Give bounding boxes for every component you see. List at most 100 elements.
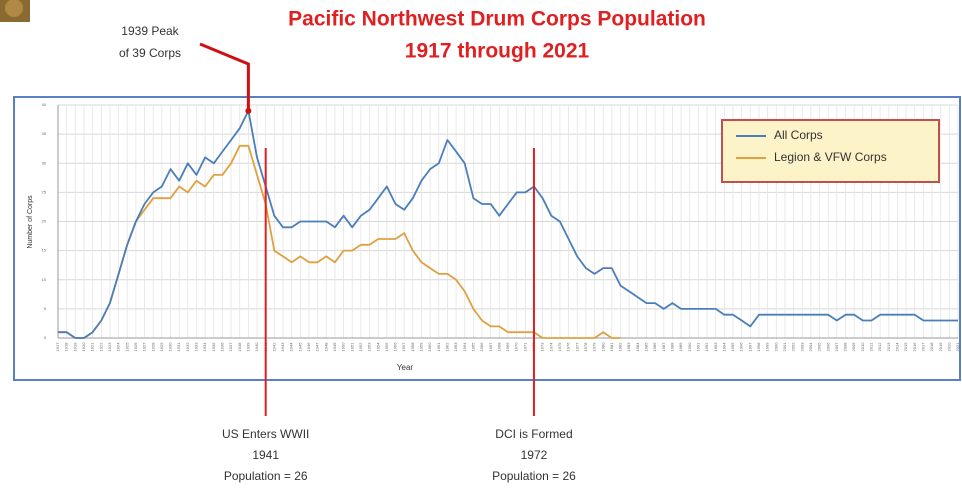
x-tick-label: 1974 [548, 342, 553, 352]
annotation-text: Population = 26 [224, 469, 308, 483]
x-tick-label: 1936 [219, 342, 224, 352]
x-tick-label: 2003 [799, 342, 804, 352]
x-tick-label: 1933 [194, 342, 199, 352]
x-axis-label: Year [397, 363, 414, 372]
x-tick-label: 1952 [358, 342, 363, 352]
x-tick-label: 1954 [375, 342, 380, 352]
annotation-text: 1972 [521, 448, 548, 462]
x-tick-label: 1978 [583, 342, 588, 352]
x-tick-label: 1982 [618, 342, 623, 352]
x-tick-label: 2016 [912, 342, 917, 352]
x-tick-label: 1987 [661, 342, 666, 352]
legend-label: Legion & VFW Corps [774, 150, 887, 164]
x-tick-label: 1989 [678, 342, 683, 352]
x-tick-label: 1926 [133, 342, 138, 352]
x-tick-label: 1984 [635, 342, 640, 352]
x-tick-label: 1928 [150, 342, 155, 352]
annotation-text: DCI is Formed [495, 427, 572, 441]
legend-label: All Corps [774, 128, 823, 142]
x-tick-label: 1960 [427, 342, 432, 352]
annotation-text: of 39 Corps [119, 46, 181, 60]
x-tick-label: 1938 [237, 342, 242, 352]
x-tick-label: 1948 [323, 342, 328, 352]
x-tick-label: 2021 [955, 342, 960, 352]
x-tick-label: 1991 [695, 342, 700, 352]
x-tick-label: 1990 [687, 342, 692, 352]
x-tick-label: 1956 [393, 342, 398, 352]
x-tick-label: 1981 [609, 342, 614, 352]
peak-marker [245, 107, 252, 114]
x-tick-label: 1969 [505, 342, 510, 352]
annotation-leader [199, 42, 250, 111]
y-tick-label: 25 [42, 189, 47, 194]
x-tick-label: 1965 [470, 342, 475, 352]
y-tick-label: 5 [44, 306, 47, 311]
y-tick-label: 30 [42, 160, 47, 165]
x-tick-label: 1953 [367, 342, 372, 352]
x-tick-label: 1973 [540, 342, 545, 352]
x-tick-label: 1924 [116, 342, 121, 352]
x-tick-label: 1927 [142, 342, 147, 352]
chart-title: Pacific Northwest Drum Corps Population [288, 8, 706, 31]
x-tick-label: 1920 [81, 342, 86, 352]
x-tick-label: 1958 [410, 342, 415, 352]
x-tick-label: 1988 [669, 342, 674, 352]
x-tick-label: 2006 [825, 342, 830, 352]
x-tick-label: 1939 [245, 342, 250, 352]
x-tick-label: 2020 [946, 342, 951, 352]
x-tick-label: 1918 [64, 342, 69, 352]
x-tick-label: 1932 [185, 342, 190, 352]
x-tick-label: 1955 [384, 342, 389, 352]
x-tick-label: 2012 [877, 342, 882, 352]
coin-icon [0, 0, 30, 22]
x-tick-label: 1950 [341, 342, 346, 352]
annotation-text: 1941 [252, 448, 279, 462]
y-tick-label: 35 [42, 131, 47, 136]
x-tick-label: 2009 [851, 342, 856, 352]
y-tick-label: 15 [42, 248, 47, 253]
y-axis-label: Number of Corps [27, 195, 34, 249]
x-tick-label: 1996 [739, 342, 744, 352]
x-tick-label: 1934 [202, 342, 207, 352]
x-tick-label: 1997 [747, 342, 752, 352]
x-tick-label: 1966 [479, 342, 484, 352]
annotation-text: US Enters WWII [222, 427, 309, 441]
series-line [58, 109, 958, 339]
x-tick-label: 1942 [271, 342, 276, 352]
x-tick-label: 1949 [332, 342, 337, 352]
x-tick-label: 1998 [756, 342, 761, 352]
y-tick-label: 0 [44, 335, 47, 340]
x-tick-label: 1947 [315, 342, 320, 352]
x-tick-label: 2018 [929, 342, 934, 352]
x-tick-label: 1922 [98, 342, 103, 352]
x-tick-label: 1929 [159, 342, 164, 352]
annotation-text: Population = 26 [492, 469, 576, 483]
x-tick-label: 2007 [834, 342, 839, 352]
x-tick-label: 1963 [453, 342, 458, 352]
x-tick-label: 1968 [496, 342, 501, 352]
x-tick-label: 1983 [626, 342, 631, 352]
x-tick-label: 1930 [168, 342, 173, 352]
x-tick-label: 1999 [765, 342, 770, 352]
x-tick-label: 1962 [444, 342, 449, 352]
x-tick-label: 1945 [297, 342, 302, 352]
x-tick-label: 1979 [592, 342, 597, 352]
x-tick-label: 2013 [886, 342, 891, 352]
x-tick-label: 1970 [514, 342, 519, 352]
series-line [58, 144, 621, 339]
x-tick-label: 2010 [860, 342, 865, 352]
x-tick-label: 1931 [176, 342, 181, 352]
x-tick-label: 1935 [211, 342, 216, 352]
chart-subtitle: 1917 through 2021 [405, 40, 590, 63]
x-tick-label: 2019 [938, 342, 943, 352]
x-tick-label: 2000 [773, 342, 778, 352]
x-tick-label: 1975 [557, 342, 562, 352]
x-tick-label: 1951 [349, 342, 354, 352]
x-tick-label: 1976 [566, 342, 571, 352]
x-tick-label: 1985 [644, 342, 649, 352]
y-tick-label: 20 [42, 219, 47, 224]
x-tick-label: 2002 [791, 342, 796, 352]
x-tick-label: 1944 [289, 342, 294, 352]
